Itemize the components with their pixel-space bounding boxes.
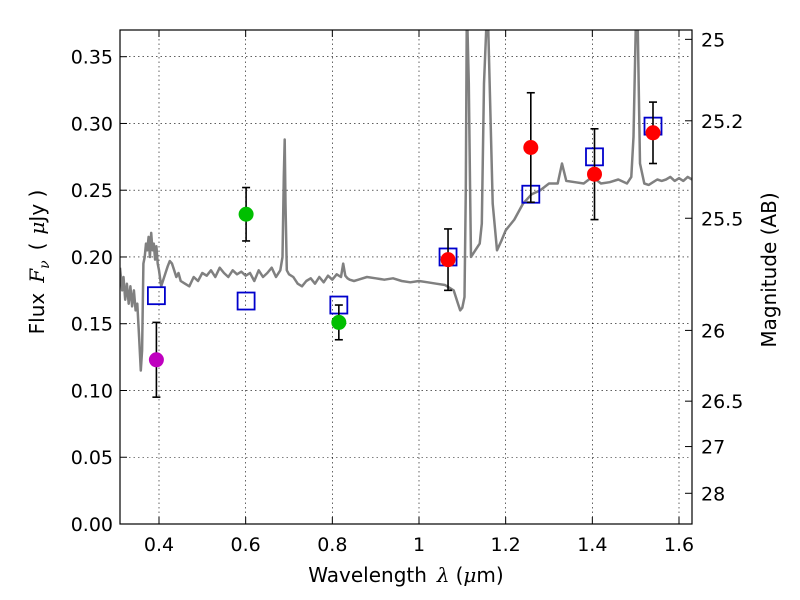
y2-tick-label: 26.5 [701,391,743,413]
y-axis-label-symbol: F [25,268,49,284]
observed-flux-point [331,314,347,330]
model-spectrum-line [120,30,692,372]
data-layer [120,30,692,372]
x-tick-label: 1.6 [664,534,694,556]
y2-tick-label: 25.5 [701,208,743,230]
x-axis-label-unit-close: m) [476,563,503,587]
y2-tick-label: 27 [701,437,725,459]
plot-background [120,30,692,524]
y2-tick-label: 25 [701,29,725,51]
x-tick-label: 1.4 [577,534,607,556]
observed-flux-point [587,166,602,182]
y-tick-label: 0.10 [71,380,113,402]
observed-flux-point [440,252,456,268]
x-axis-label-symbol: λ [436,563,450,587]
y2-tick-label: 25.2 [701,111,743,133]
x-tick-label: 1 [413,534,425,556]
y-axis-label-subscript: ν [37,260,53,269]
marks-layer [146,91,663,398]
x-axis-label: Wavelength λ (μm) [308,563,503,587]
y-axis-label-unit-open: ( [25,243,49,251]
y-axis-label-text: Flux [25,293,49,335]
x-axis-label-unit-open: ( [456,563,464,587]
observed-flux-point [645,125,661,141]
y-tick-label: 0.25 [71,180,113,202]
y-tick-label: 0.30 [71,113,113,135]
ticks: 0.4 0.6 0.8 1 1.2 1.4 1.6 0.00 0.05 0.10 0.15 0.20 0… [71,29,744,556]
model-photometry-marker [236,291,256,311]
y2-tick-label: 28 [701,483,725,505]
y-axis-label: Flux Fν ( μJy ) [25,190,53,335]
observed-flux-point [148,352,164,368]
plot-frame [119,29,693,525]
observed-flux-point [238,206,254,222]
model-photometry-marker [146,286,166,306]
x-tick-label: 0.8 [317,534,347,556]
y2-tick-label: 26 [701,320,725,342]
y-tick-label: 0.15 [71,314,113,336]
x-axis-label-text: Wavelength [308,563,427,587]
x-axis-label-unit-mu: μ [463,563,476,587]
y-tick-label: 0.35 [71,47,113,69]
y-axis-label-unit-mu: μ [25,222,49,235]
observed-flux-point [523,139,539,155]
y-tick-label: 0.20 [71,247,113,269]
y2-axis-label: Magnitude (AB) [757,192,781,347]
y-axis-label-unit-close: Jy ) [25,190,49,224]
y-tick-label: 0.05 [71,447,113,469]
x-tick-label: 1.2 [491,534,521,556]
x-tick-label: 0.4 [144,534,174,556]
x-tick-label: 0.6 [231,534,261,556]
y-tick-label: 0.00 [71,514,113,536]
